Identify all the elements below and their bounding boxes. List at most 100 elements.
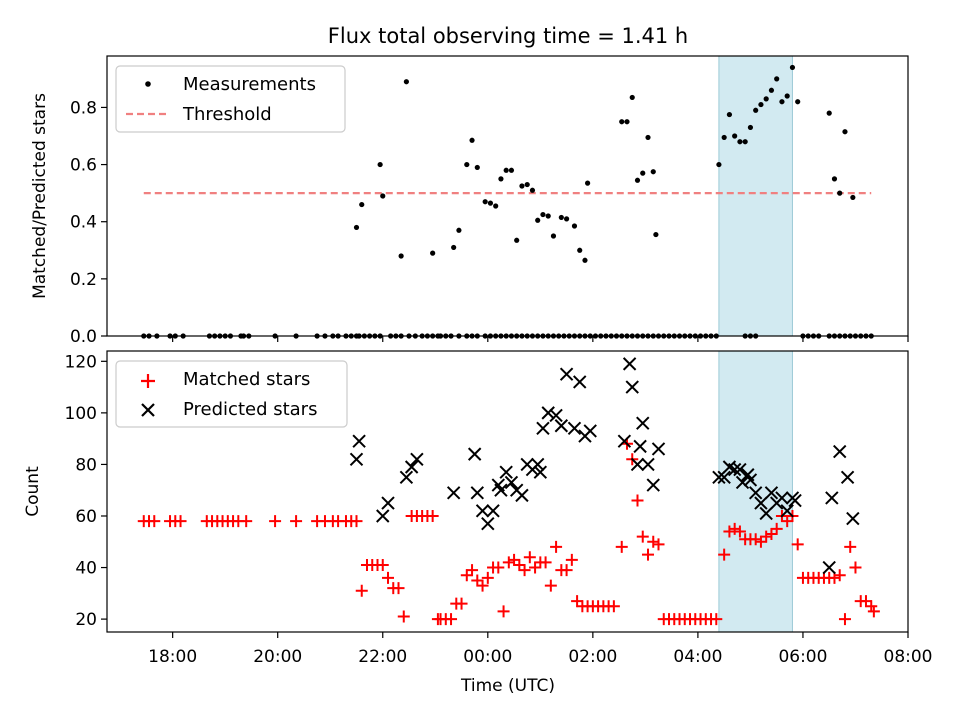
- matched-star-point: [833, 569, 846, 582]
- measurement-point: [653, 231, 659, 238]
- predicted-star-point: [567, 421, 582, 436]
- panel-counts: 20 40 60 80 100 120 18:00 20:00 22:00 00:00 02:00…: [23, 350, 933, 667]
- matched-star-point: [240, 515, 253, 528]
- measurement-point: [716, 161, 722, 168]
- legend-threshold-label: Threshold: [182, 104, 272, 125]
- predicted-star-point: [481, 517, 495, 531]
- x-tick-label: 20:00: [253, 647, 302, 667]
- matched-star-point: [631, 494, 644, 507]
- predicted-star-point: [840, 470, 855, 485]
- predicted-star-point: [530, 457, 545, 472]
- predicted-star-point: [630, 457, 645, 472]
- measurement-point: [742, 139, 748, 145]
- predicted-star-point: [554, 419, 569, 433]
- measurement-point: [493, 203, 499, 209]
- measurement-point: [503, 167, 509, 173]
- predicted-star-point: [352, 434, 366, 448]
- measurement-point: [398, 253, 404, 259]
- y-tick-label: 100: [65, 404, 97, 424]
- measurement-point: [721, 134, 727, 141]
- legend-predicted-label: Predicted stars: [183, 399, 317, 420]
- measurement-point: [850, 194, 856, 201]
- predicted-star-point: [617, 434, 632, 448]
- matched-star-point: [502, 556, 515, 569]
- measurement-point: [469, 137, 475, 143]
- matched-star-point: [466, 564, 479, 577]
- predicted-star-point: [541, 406, 555, 420]
- measurement-point: [753, 107, 759, 113]
- y-tick-label: 0.8: [70, 98, 97, 118]
- measurement-point: [380, 193, 386, 199]
- matched-star-point: [770, 522, 783, 535]
- predicted-star-point: [822, 560, 836, 575]
- matched-star-point: [269, 515, 282, 528]
- count-y-label: Count: [23, 466, 43, 517]
- predicted-star-point: [467, 447, 482, 461]
- ratio-y-ticks: 0.0 0.2 0.4 0.6 0.8: [70, 98, 107, 347]
- predicted-star-point: [735, 475, 750, 490]
- count-plot-frame: [106, 350, 909, 633]
- y-tick-label: 120: [65, 352, 97, 372]
- predicted-star-point: [583, 424, 597, 438]
- measurement-point: [430, 250, 436, 256]
- y-tick-label: 0.6: [70, 156, 97, 176]
- predicted-star-point: [846, 511, 860, 526]
- matched-star-point: [497, 605, 510, 618]
- matched-star-point: [508, 553, 521, 566]
- measurement-point: [763, 96, 769, 102]
- matched-star-point: [544, 579, 557, 592]
- legend-matched-marker: [141, 374, 155, 388]
- x-axis-label: Time (UTC): [460, 676, 555, 696]
- predicted-star-point: [833, 444, 847, 459]
- measurement-point: [582, 257, 588, 263]
- matched-star-point: [376, 558, 389, 571]
- predicted-star-point: [504, 475, 519, 490]
- legend-predicted-marker: [141, 403, 155, 417]
- measurement-point: [498, 176, 504, 182]
- predicted-star-point: [641, 457, 655, 472]
- measurement-point: [774, 76, 780, 82]
- measurement-point: [624, 119, 630, 125]
- matched-star-point: [350, 515, 363, 528]
- matched-star-point: [382, 571, 395, 584]
- matched-star-point: [728, 522, 741, 535]
- predicted-star-point: [494, 483, 508, 497]
- measurement-point: [634, 177, 641, 183]
- matched-star-point: [749, 533, 762, 546]
- predicted-star-point: [625, 380, 639, 394]
- measurement-point: [726, 111, 733, 118]
- observing-span-top: [718, 55, 793, 337]
- y-tick-label: 60: [75, 507, 97, 527]
- predicted-star-point: [743, 473, 758, 487]
- matched-star-point: [481, 571, 494, 584]
- predicted-star-point: [636, 416, 650, 430]
- measurement-point: [826, 110, 832, 116]
- measurement-point: [514, 237, 520, 243]
- matched-star-point: [397, 610, 410, 623]
- y-tick-label: 0.4: [70, 213, 97, 233]
- measurement-point: [482, 199, 488, 205]
- measurement-point: [795, 99, 801, 105]
- matched-star-point: [565, 553, 578, 566]
- measurement-point: [789, 64, 796, 71]
- matched-star-point: [539, 556, 552, 569]
- measurement-point: [585, 180, 591, 186]
- matched-star-point: [523, 551, 536, 564]
- predicted-star-point: [475, 504, 490, 518]
- matched-star-point: [476, 579, 489, 592]
- measurement-point: [779, 99, 785, 105]
- matched-star-point: [460, 569, 473, 582]
- predicted-star-point: [646, 478, 660, 492]
- measurement-point: [359, 201, 365, 208]
- matched-star-point: [723, 525, 736, 538]
- x-tick-label: 18:00: [148, 647, 197, 667]
- predicted-star-point: [536, 421, 550, 436]
- measurement-point: [747, 124, 754, 131]
- matched-star-point: [867, 605, 880, 618]
- panel-ratio: 0.00.20.40.60.8 Matched/Predicted stars …: [30, 55, 909, 347]
- measurement-point: [519, 183, 525, 189]
- ratio-x-ticks: [172, 336, 909, 342]
- predicted-star-point: [754, 496, 768, 510]
- x-tick-label: 06:00: [778, 647, 827, 667]
- measurement-point: [831, 176, 838, 182]
